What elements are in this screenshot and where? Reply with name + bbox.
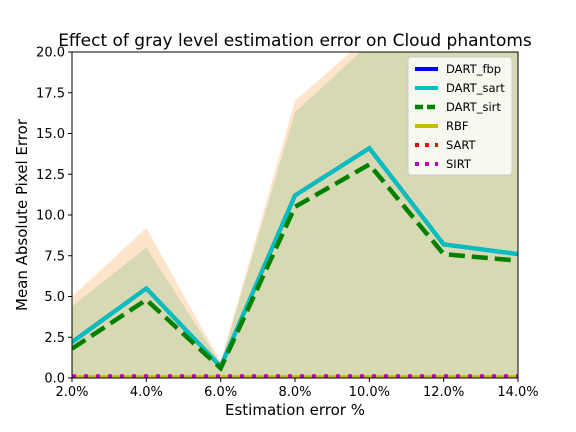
legend: DART_fbp DART_sart DART_sirt RBF SART SIRT [407, 56, 513, 176]
y-tick-label: 12.5 [36, 168, 65, 183]
error-bands [72, 52, 518, 378]
legend-label: RBF [446, 119, 469, 133]
y-tick-label: 10.0 [36, 209, 65, 224]
y-tick-label: 17.5 [36, 86, 65, 101]
legend-label: DART_fbp [446, 62, 501, 76]
legend-label: SART [446, 138, 477, 152]
x-tick-label: 2.0% [55, 385, 88, 400]
x-tick-label: 4.0% [130, 385, 163, 400]
x-tick-label: 6.0% [204, 385, 237, 400]
x-tick-label: 10.0% [349, 385, 390, 400]
x-tick-label: 14.0% [497, 385, 538, 400]
legend-label: DART_sart [446, 81, 505, 95]
error-band-2 [72, 52, 518, 378]
legend-label: DART_sirt [446, 100, 501, 114]
y-tick-label: 0.0 [44, 372, 65, 387]
y-tick-label: 15.0 [36, 127, 65, 142]
chart-title: Effect of gray level estimation error on… [58, 31, 532, 51]
series-line-dart-sart [72, 145, 518, 371]
x-axis-label: Estimation error % [225, 401, 365, 419]
y-tick-label: 7.5 [44, 249, 65, 264]
x-tick-label: 12.0% [423, 385, 464, 400]
series-lines [72, 145, 518, 378]
y-tick-label: 2.5 [44, 331, 65, 346]
y-axis-label: Mean Absolute Pixel Error [13, 118, 31, 311]
y-tick-label: 5.0 [44, 290, 65, 305]
y-axis-ticks: 0.0 2.5 5.0 7.5 10.0 12.5 15.0 17.5 20.0 [36, 46, 72, 387]
x-tick-label: 8.0% [278, 385, 311, 400]
x-axis-ticks: 2.0% 4.0% 6.0% 8.0% 10.0% 12.0% 14.0% [55, 378, 539, 400]
y-tick-label: 20.0 [36, 46, 65, 61]
legend-label: SIRT [446, 157, 472, 171]
